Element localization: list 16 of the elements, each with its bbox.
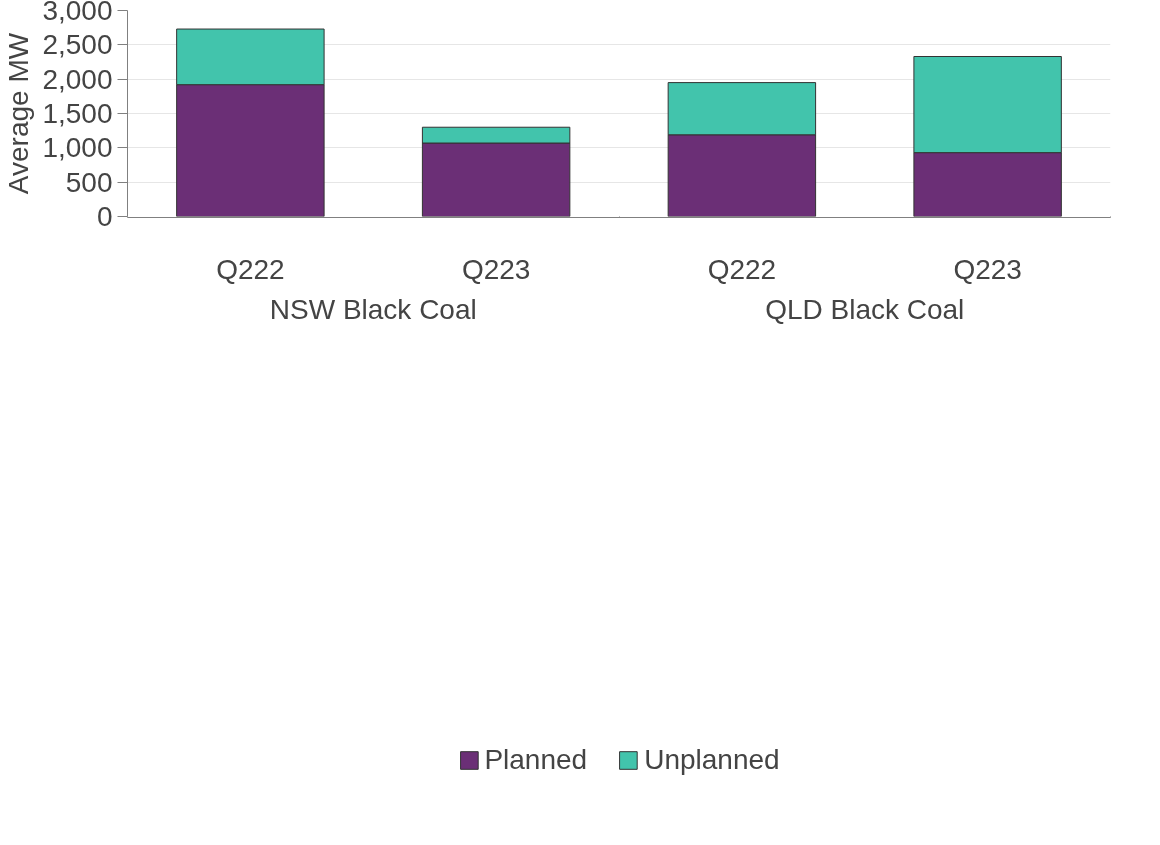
x-tick-label: Q222 <box>707 253 777 285</box>
x-tick-label: Q223 <box>461 253 531 285</box>
x-tick-label: Q223 <box>953 253 1022 285</box>
text: QLD Black Coal <box>765 293 965 325</box>
y-tick-label: 1,000 <box>42 132 113 164</box>
y-tick-label: 1,500 <box>42 98 113 129</box>
legend-label: Planned <box>484 743 588 776</box>
y-tick-label: 500 <box>65 166 113 198</box>
y-tick-label: 0 <box>96 201 113 232</box>
y-tick-label: 3,000 <box>42 0 113 26</box>
y-axis-title: Average MW <box>3 32 35 195</box>
y-tick-label: 2,500 <box>42 29 113 61</box>
x-tick-label: Q222 <box>216 253 285 285</box>
legend-label: Unplanned <box>644 743 780 776</box>
y-tick-label: 2,000 <box>42 63 113 95</box>
text: NSW Black Coal <box>269 293 477 325</box>
